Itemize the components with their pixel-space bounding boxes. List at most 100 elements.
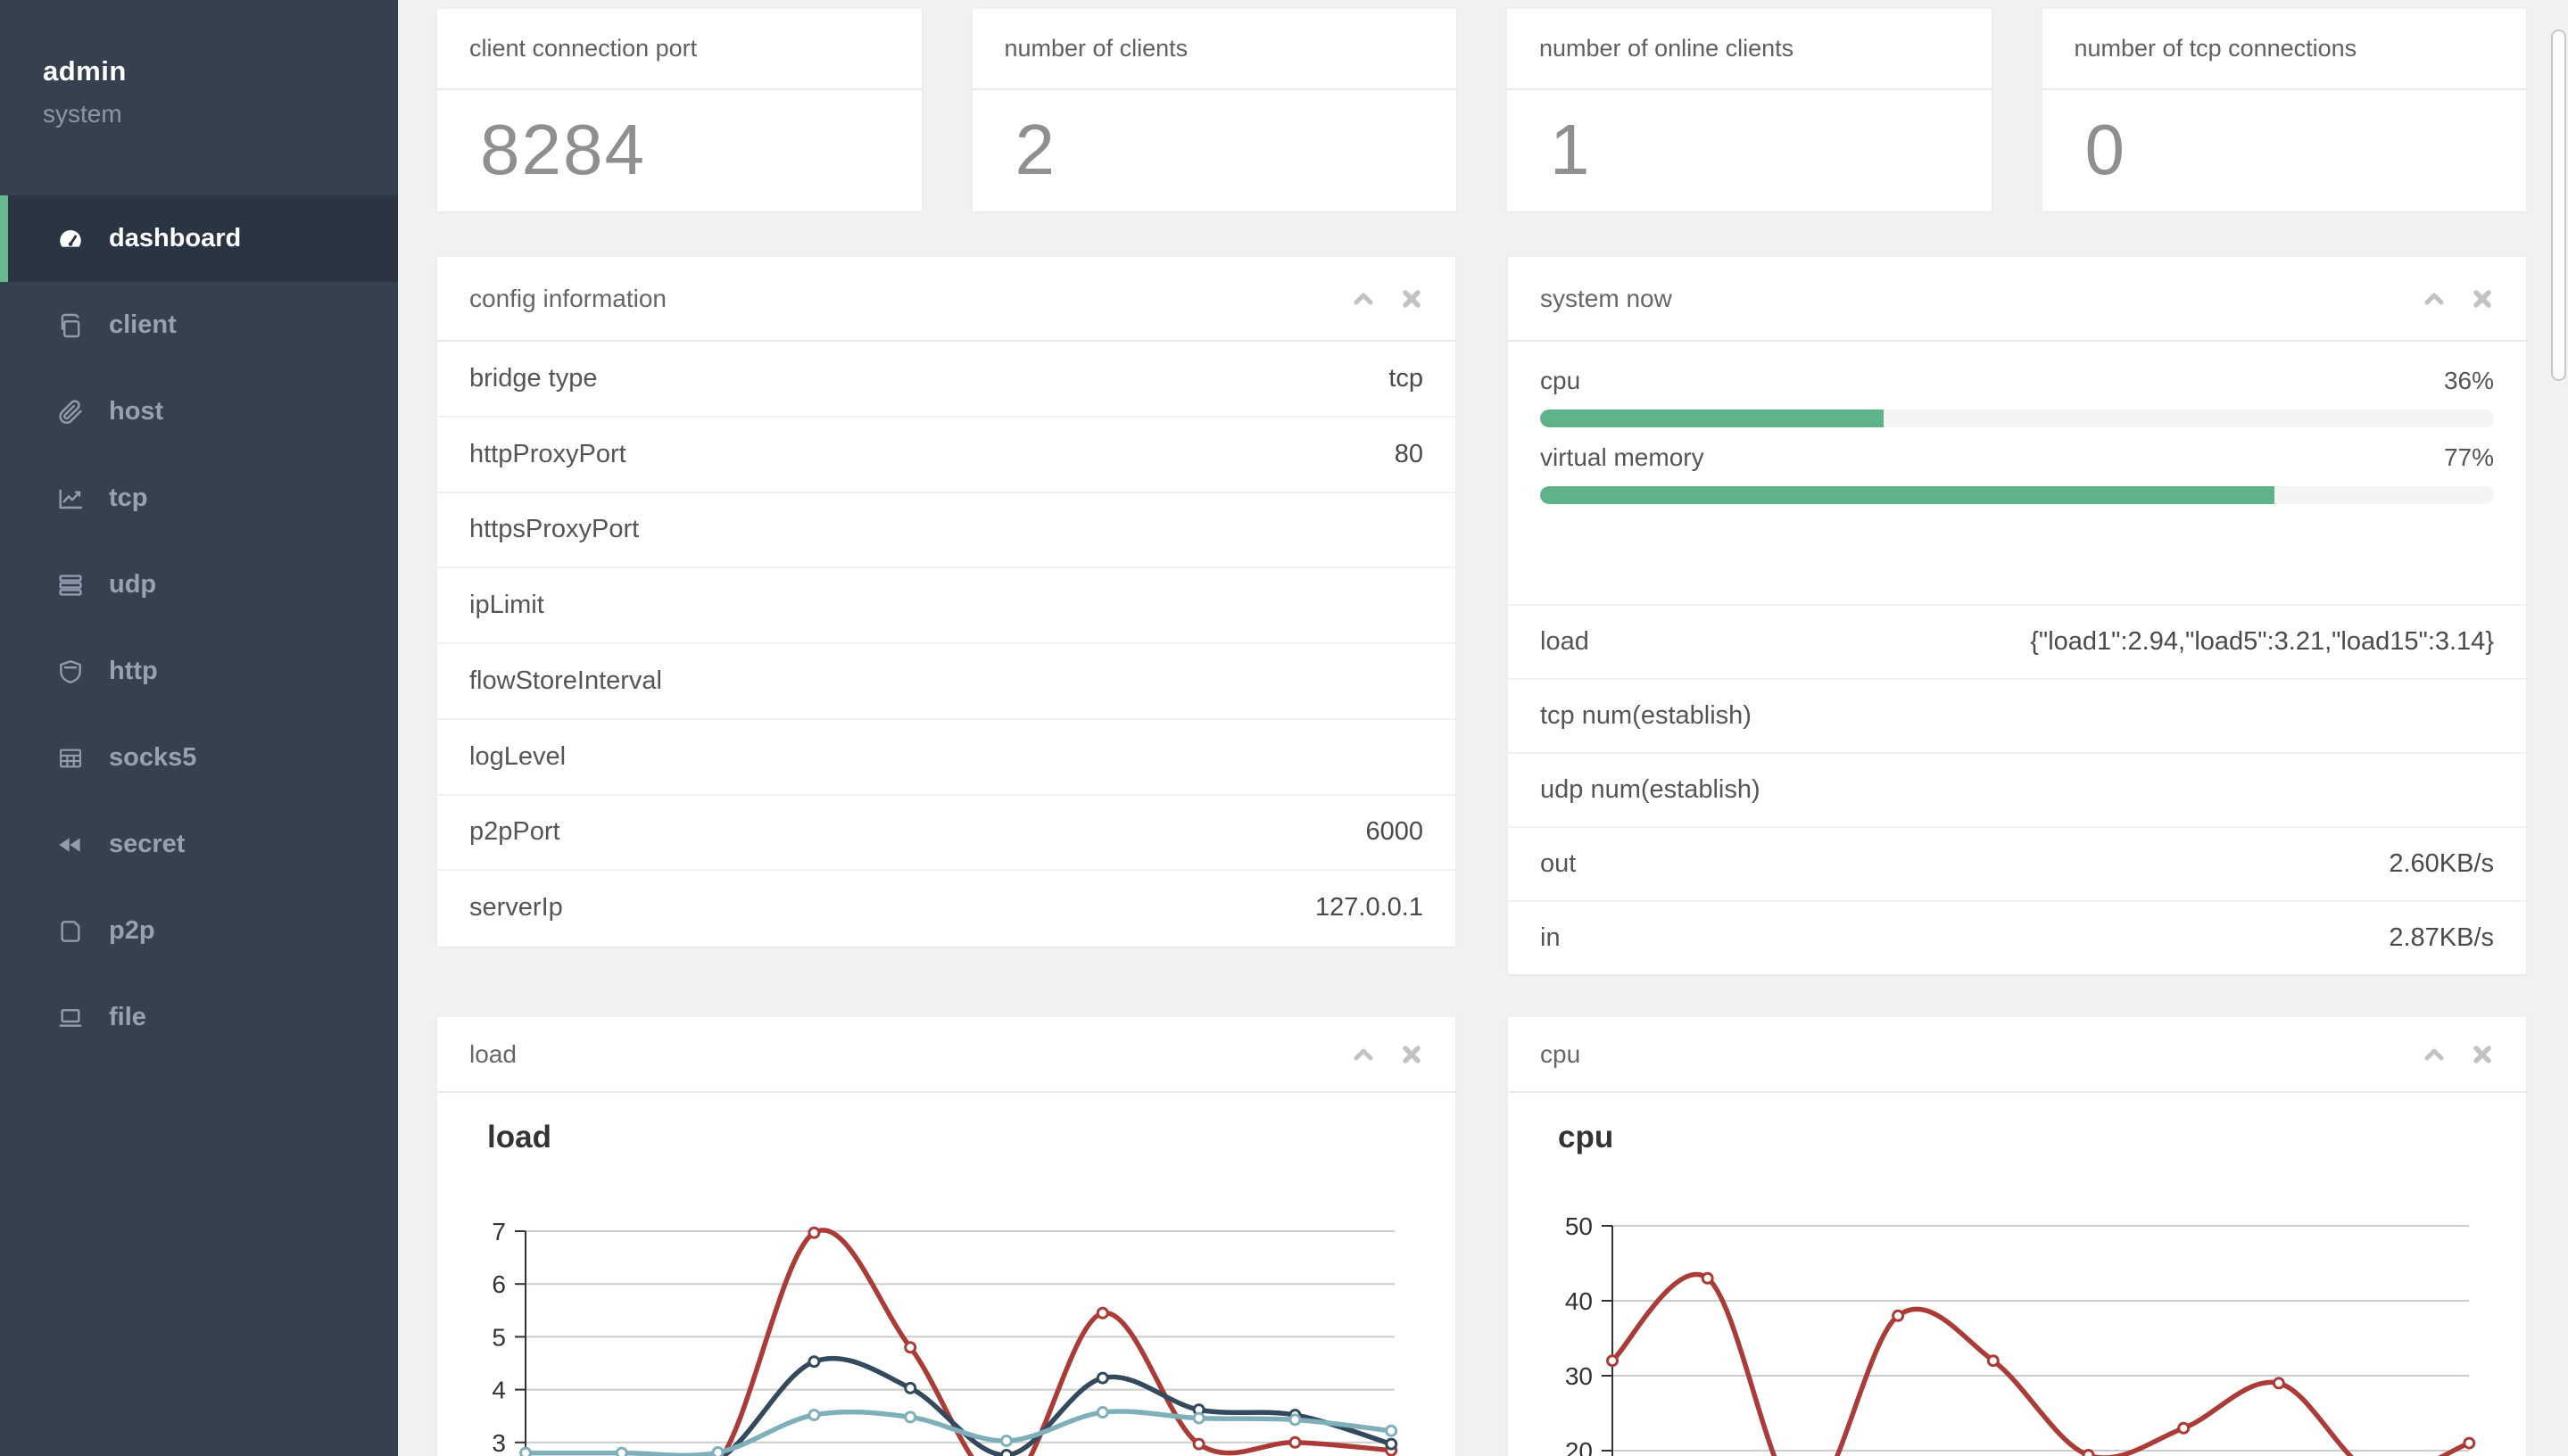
row-label: tcp num(establish) [1540, 701, 1752, 730]
progress-track [1540, 410, 2494, 427]
progress-fill [1540, 486, 2275, 504]
sidebar-item-dashboard[interactable]: dashboard [0, 195, 398, 282]
table-row: ipLimit [437, 567, 1455, 642]
chart-line-icon [55, 484, 86, 514]
collapse-icon[interactable] [1352, 287, 1375, 310]
collapse-icon[interactable] [2423, 1043, 2446, 1066]
system-now-panel: system now cpu 36% virtual memory 77% lo… [1508, 257, 2526, 974]
config-information-panel: config information bridge type tcp httpP… [437, 257, 1455, 947]
load-chart: 7 6 5 4 3 [492, 1218, 1398, 1456]
sidebar-item-label: tcp [109, 484, 148, 512]
panel-header: load [437, 1017, 1455, 1093]
table-row: p2pPort 6000 [437, 793, 1455, 870]
row-value: 2.60KB/s [2389, 849, 2494, 878]
chart-title: load [487, 1120, 551, 1154]
dashboard-icon [55, 224, 86, 254]
row-label: out [1540, 849, 1577, 878]
sidebar-item-http[interactable]: http [0, 628, 398, 715]
panel-header: config information [437, 257, 1455, 342]
sidebar-item-client[interactable]: client [0, 282, 398, 368]
chart-title: cpu [1558, 1120, 1614, 1154]
sidebar-item-label: http [109, 657, 158, 685]
close-icon[interactable] [2471, 1043, 2494, 1066]
sidebar-item-socks5[interactable]: socks5 [0, 715, 398, 801]
vertical-scrollbar-thumb[interactable] [2551, 29, 2566, 381]
row-label: httpsProxyPort [469, 515, 640, 544]
laptop-icon [55, 1003, 86, 1033]
backward-icon [55, 830, 86, 860]
gauge-percent: 36% [2443, 367, 2494, 394]
panel-header: system now [1508, 257, 2526, 342]
system-rows: load {"load1":2.94,"load5":3.21,"load15"… [1508, 606, 2526, 974]
stat-card-title: client connection port [437, 9, 922, 90]
stat-card-title: number of clients [972, 9, 1456, 90]
sidebar-item-p2p[interactable]: p2p [0, 888, 398, 974]
gauge-label: cpu [1540, 367, 1581, 394]
cpu-chart-panel: cpu cpu 50 40 30 20 [1508, 1017, 2526, 1456]
copy-icon [55, 310, 86, 341]
svg-text:4: 4 [492, 1377, 506, 1404]
row-label: udp num(establish) [1540, 775, 1760, 804]
stat-card-title: number of tcp connections [2042, 9, 2526, 90]
stat-card-title: number of online clients [1507, 9, 1992, 90]
close-icon[interactable] [1400, 1043, 1423, 1066]
row-value: 6000 [1365, 817, 1423, 847]
stat-card-value: 1 [1550, 110, 1592, 189]
stat-card: number of clients 2 [972, 9, 1456, 211]
table-row: httpsProxyPort [437, 491, 1455, 567]
row-value: tcp [1388, 363, 1423, 393]
panel-title: load [469, 1039, 517, 1068]
table-row: flowStoreInterval [437, 642, 1455, 718]
sidebar-item-label: p2p [109, 916, 155, 945]
table-row: serverIp 127.0.0.1 [437, 869, 1455, 945]
stat-card-value: 0 [2084, 110, 2126, 189]
table-row: in 2.87KB/s [1508, 900, 2526, 974]
row-value: 80 [1394, 439, 1423, 468]
sidebar-menu: dashboard client host tcp udp http socks… [0, 195, 398, 1061]
close-icon[interactable] [2471, 287, 2494, 310]
active-accent-bar [0, 195, 8, 282]
gauge-section: cpu 36% virtual memory 77% [1508, 342, 2526, 606]
collapse-icon[interactable] [2423, 287, 2446, 310]
sidebar-item-file[interactable]: file [0, 974, 398, 1061]
svg-text:3: 3 [492, 1429, 506, 1456]
charts-row: load load 7 6 5 4 3 cpu cpu [437, 1017, 2526, 1456]
gauge-label: virtual memory [1540, 443, 1704, 471]
table-row: out 2.60KB/s [1508, 826, 2526, 900]
row-label: bridge type [469, 363, 598, 393]
table-row: bridge type tcp [437, 342, 1455, 416]
config-rows: bridge type tcp httpProxyPort 80 httpsPr… [437, 342, 1455, 945]
save-icon [55, 916, 86, 947]
stat-card: number of tcp connections 0 [2042, 9, 2526, 211]
panel-title: cpu [1540, 1039, 1581, 1068]
stat-card: number of online clients 1 [1507, 9, 1992, 211]
usage-gauge: virtual memory 77% [1540, 443, 2494, 504]
shield-icon [55, 657, 86, 687]
sidebar-item-label: dashboard [109, 224, 242, 252]
table-row: httpProxyPort 80 [437, 415, 1455, 492]
sidebar-item-udp[interactable]: udp [0, 542, 398, 628]
table-row: tcp num(establish) [1508, 678, 2526, 752]
panel-title: config information [469, 284, 667, 312]
cpu-chart-body: cpu 50 40 30 20 [1508, 1093, 2526, 1456]
sidebar-item-tcp[interactable]: tcp [0, 455, 398, 542]
sidebar-item-host[interactable]: host [0, 368, 398, 455]
stat-card: client connection port 8284 [437, 9, 922, 211]
progress-track [1540, 486, 2494, 504]
row-value: 127.0.0.1 [1315, 893, 1423, 922]
progress-fill [1540, 410, 1884, 427]
user-name: admin [43, 55, 127, 87]
row-label: httpProxyPort [469, 439, 626, 468]
close-icon[interactable] [1400, 287, 1423, 310]
sidebar-item-secret[interactable]: secret [0, 801, 398, 888]
panels-row: config information bridge type tcp httpP… [437, 257, 2526, 974]
collapse-icon[interactable] [1352, 1043, 1375, 1066]
row-label: p2pPort [469, 817, 560, 847]
load-chart-panel: load load 7 6 5 4 3 [437, 1017, 1455, 1456]
sidebar-item-label: host [109, 397, 164, 426]
sidebar: admin system dashboard client host tcp u… [0, 0, 398, 1456]
sidebar-item-label: secret [109, 830, 186, 858]
table-row: udp num(establish) [1508, 752, 2526, 826]
table-row: logLevel [437, 717, 1455, 794]
